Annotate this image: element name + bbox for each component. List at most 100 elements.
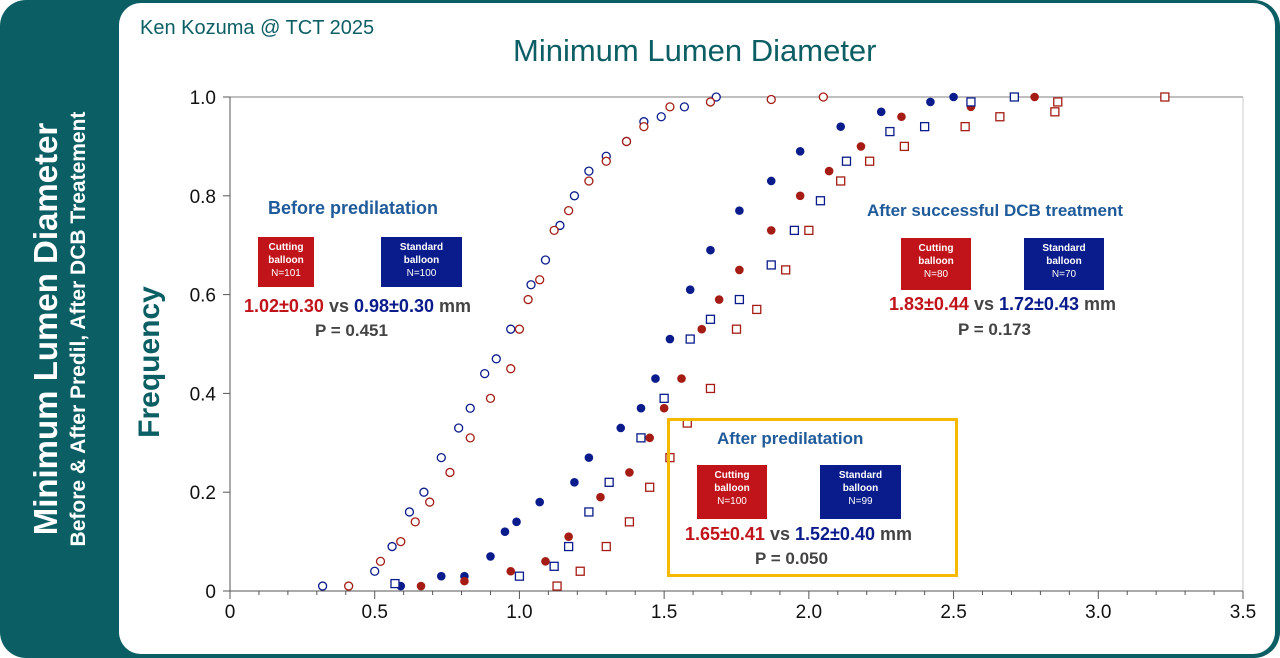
vs-text: vs (973, 294, 994, 314)
after-dcb-standard-box: Standard balloon N=70 (1024, 238, 1104, 290)
before-cutting-point (445, 467, 455, 478)
before-stats: 1.02±0.30 vs 0.98±0.30 mm (244, 296, 471, 317)
y-tick-label: 0.8 (190, 187, 216, 208)
box-label: balloon (1046, 256, 1082, 267)
after_dcb-cutting-point (1160, 92, 1170, 102)
box-label: balloon (268, 255, 304, 266)
before-standard-point (526, 280, 536, 290)
after_predil-standard-point (665, 334, 675, 344)
after_predil-cutting-point (697, 324, 707, 334)
cutting-value: 1.02±0.30 (244, 296, 324, 316)
after_dcb-cutting-point (731, 324, 742, 334)
before-standard-point (711, 92, 721, 102)
after-predil-standard-box: Standard balloon N=99 (820, 465, 901, 519)
before-standard-point (679, 102, 690, 112)
before-standard-point (491, 354, 501, 364)
before-standard-point (419, 487, 429, 497)
before-standard-point (370, 566, 380, 576)
after_dcb-standard-point (841, 156, 852, 166)
y-tick-label: 0.6 (190, 286, 216, 307)
y-tick-label: 1.0 (190, 88, 216, 109)
standard-value: 1.52±0.40 (795, 524, 875, 544)
after_predil-cutting-point (795, 191, 805, 201)
after_dcb-standard-point (966, 97, 976, 107)
after_dcb-standard-point (919, 121, 930, 132)
y-tick-label: 0.2 (190, 483, 216, 504)
before-standard-point (569, 191, 580, 201)
after_dcb-standard-point (549, 561, 559, 571)
before-cutting-point (584, 176, 594, 186)
after_dcb-cutting-point (705, 383, 716, 394)
after-predil-cutting-box: Cutting balloon N=100 (697, 465, 767, 519)
before-cutting-point (818, 92, 828, 102)
before-standard-point (436, 452, 446, 463)
before-title: Before predilatation (268, 198, 439, 218)
after_predil-standard-point (570, 478, 579, 487)
after_dcb-cutting-point (804, 225, 814, 236)
y-tick-label: 0.4 (190, 384, 217, 405)
x-tick-label: 2.0 (796, 602, 822, 623)
before-p-value: P = 0.451 (315, 321, 388, 340)
after_predil-cutting-point (625, 468, 634, 477)
after_predil-standard-point (795, 147, 805, 156)
after_predil-standard-point (584, 453, 594, 462)
before-cutting-point (621, 136, 632, 147)
after_dcb-standard-point (584, 507, 594, 517)
before-standard-point (404, 507, 415, 517)
after_dcb-standard-point (514, 571, 525, 581)
after-dcb-title: After successful DCB treatment (867, 201, 1124, 220)
after_dcb-standard-point (685, 334, 695, 344)
before-cutting-point (344, 581, 354, 591)
before-cutting-point (535, 275, 545, 285)
before-cutting-point (766, 94, 776, 105)
box-label: balloon (403, 255, 440, 266)
after_dcb-standard-point (604, 477, 614, 487)
after_predil-cutting-point (645, 433, 654, 443)
after_predil-standard-point (876, 107, 886, 117)
box-label: Cutting (268, 242, 304, 253)
after_predil-standard-point (926, 97, 935, 107)
after_dcb-standard-point (789, 225, 800, 236)
after_dcb-standard-point (815, 196, 826, 206)
box-label: Standard (399, 242, 444, 253)
after_dcb-standard-point (766, 260, 776, 270)
before-cutting-point (425, 497, 435, 507)
box-label: Cutting (714, 470, 750, 481)
before-standard-point (480, 368, 490, 379)
box-label: balloon (842, 483, 879, 494)
after_predil-cutting-point (506, 566, 516, 576)
after_predil-cutting-point (766, 226, 776, 235)
after_predil-standard-point (685, 285, 695, 294)
after_predil-standard-point (486, 552, 495, 561)
after_predil-standard-point (512, 517, 521, 527)
after-predil-p-value: P = 0.050 (755, 549, 828, 568)
after_predil-cutting-point (856, 142, 866, 151)
vs-text: vs (328, 296, 349, 316)
y-tick-label: 0 (205, 582, 216, 603)
after_predil-standard-point (616, 423, 626, 433)
after_predil-standard-point (706, 245, 715, 255)
after_predil-cutting-point (416, 581, 426, 591)
after_predil-standard-point (766, 176, 776, 186)
before-standard-point (584, 166, 594, 176)
after_predil-cutting-point (564, 532, 573, 541)
x-tick-label: 3.5 (1230, 602, 1256, 623)
after_dcb-cutting-point (899, 141, 910, 152)
after_dcb-standard-point (659, 393, 669, 403)
before-cutting-point (639, 121, 649, 132)
chart-title: Minimum Lumen Diameter (513, 33, 877, 68)
after_dcb-cutting-point (836, 176, 846, 186)
cutting-value: 1.83±0.44 (889, 294, 969, 314)
before-standard-point (453, 423, 464, 433)
before-cutting-point (549, 225, 559, 236)
after_dcb-standard-point (885, 126, 895, 137)
before-cutting-point (514, 324, 525, 334)
after_predil-standard-point (500, 527, 510, 537)
box-n: N=100 (406, 268, 437, 279)
before-standard-point (317, 581, 328, 591)
x-tick-label: 1.5 (651, 602, 677, 623)
after_predil-cutting-point (541, 557, 550, 566)
after-predil-stats: 1.65±0.41 vs 1.52±0.40 mm (685, 524, 912, 545)
vs-text: vs (769, 524, 790, 544)
